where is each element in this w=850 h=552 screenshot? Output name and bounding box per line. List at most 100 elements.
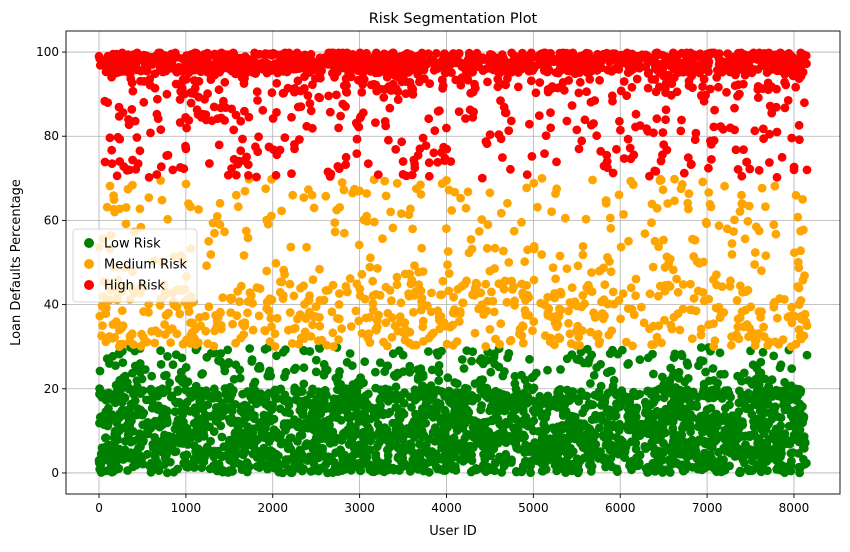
medium-risk-point xyxy=(218,293,227,302)
high-risk-point xyxy=(544,88,553,97)
low-risk-point xyxy=(697,343,706,352)
high-risk-point xyxy=(559,60,568,69)
high-risk-point xyxy=(419,134,428,143)
medium-risk-point xyxy=(796,246,805,255)
low-risk-point xyxy=(178,354,187,363)
medium-risk-point xyxy=(445,269,454,278)
medium-risk-point xyxy=(382,283,391,292)
medium-risk-point xyxy=(358,270,367,279)
low-risk-point xyxy=(359,379,368,388)
high-risk-point xyxy=(586,60,595,69)
medium-risk-point xyxy=(262,304,271,313)
low-risk-point xyxy=(754,415,763,424)
high-risk-point xyxy=(685,81,694,90)
low-risk-point xyxy=(163,352,172,361)
high-risk-point xyxy=(564,76,573,85)
low-risk-point xyxy=(613,422,622,431)
high-risk-point xyxy=(379,54,388,63)
low-risk-point xyxy=(636,451,645,460)
low-risk-point xyxy=(418,426,427,435)
low-risk-point xyxy=(774,392,783,401)
high-risk-point xyxy=(168,166,177,175)
medium-risk-point xyxy=(556,252,565,261)
low-risk-point xyxy=(490,360,499,369)
low-risk-point xyxy=(521,376,530,385)
medium-risk-point xyxy=(481,342,490,351)
medium-risk-point xyxy=(602,199,611,208)
high-risk-point xyxy=(655,83,664,92)
medium-risk-point xyxy=(256,284,265,293)
low-risk-point xyxy=(410,433,419,442)
high-risk-point xyxy=(684,153,693,162)
low-risk-point xyxy=(270,390,279,399)
high-risk-point xyxy=(258,106,267,115)
low-risk-point xyxy=(310,459,319,468)
low-risk-point xyxy=(687,392,696,401)
medium-risk-point xyxy=(340,186,349,195)
high-risk-point xyxy=(468,113,477,122)
high-risk-point xyxy=(661,115,670,124)
low-risk-point xyxy=(97,467,106,476)
medium-risk-point xyxy=(600,280,609,289)
medium-risk-point xyxy=(437,290,446,299)
medium-risk-point xyxy=(203,339,212,348)
medium-risk-point xyxy=(233,311,242,320)
high-risk-point xyxy=(596,59,605,68)
low-risk-point xyxy=(525,355,534,364)
low-risk-point xyxy=(433,435,442,444)
low-risk-point xyxy=(779,401,788,410)
medium-risk-point xyxy=(276,288,285,297)
medium-risk-point xyxy=(720,182,729,191)
low-risk-point xyxy=(560,396,569,405)
low-risk-point xyxy=(95,456,104,465)
low-risk-point xyxy=(486,368,495,377)
low-risk-point xyxy=(729,426,738,435)
low-risk-point xyxy=(588,415,597,424)
medium-risk-point xyxy=(286,308,295,317)
low-risk-point xyxy=(142,396,151,405)
high-risk-point xyxy=(571,69,580,78)
high-risk-point xyxy=(488,51,497,60)
medium-risk-point xyxy=(669,266,678,275)
medium-risk-point xyxy=(685,189,694,198)
low-risk-point xyxy=(586,451,595,460)
medium-risk-point xyxy=(140,338,149,347)
x-tick-label: 8000 xyxy=(779,501,810,515)
low-risk-point xyxy=(250,443,259,452)
low-risk-point xyxy=(646,424,655,433)
low-risk-point xyxy=(410,462,419,471)
medium-risk-point xyxy=(366,263,375,272)
medium-risk-point xyxy=(726,276,735,285)
high-risk-point xyxy=(765,130,774,139)
x-tick-label: 5000 xyxy=(518,501,549,515)
low-risk-point xyxy=(158,420,167,429)
high-risk-point xyxy=(254,132,263,141)
high-risk-point xyxy=(553,84,562,93)
high-risk-point xyxy=(587,121,596,130)
high-risk-point xyxy=(168,58,177,67)
medium-risk-point xyxy=(770,182,779,191)
medium-risk-point xyxy=(468,245,477,254)
low-risk-point xyxy=(780,378,789,387)
low-risk-point xyxy=(371,411,380,420)
high-risk-point xyxy=(115,135,124,144)
low-risk-point xyxy=(253,462,262,471)
high-risk-point xyxy=(249,68,258,77)
low-risk-point xyxy=(649,370,658,379)
medium-risk-point xyxy=(447,206,456,215)
medium-risk-point xyxy=(495,340,504,349)
low-risk-point xyxy=(678,450,687,459)
medium-risk-point xyxy=(522,184,531,193)
medium-risk-point xyxy=(668,325,677,334)
high-risk-point xyxy=(446,157,455,166)
medium-risk-point xyxy=(709,342,718,351)
high-risk-point xyxy=(357,88,366,97)
high-risk-point xyxy=(566,49,575,58)
medium-risk-point xyxy=(417,306,426,315)
low-risk-point xyxy=(569,416,578,425)
medium-risk-point xyxy=(537,250,546,259)
medium-risk-point xyxy=(470,291,479,300)
low-risk-point xyxy=(635,458,644,467)
high-risk-point xyxy=(439,81,448,90)
high-risk-point xyxy=(232,111,241,120)
